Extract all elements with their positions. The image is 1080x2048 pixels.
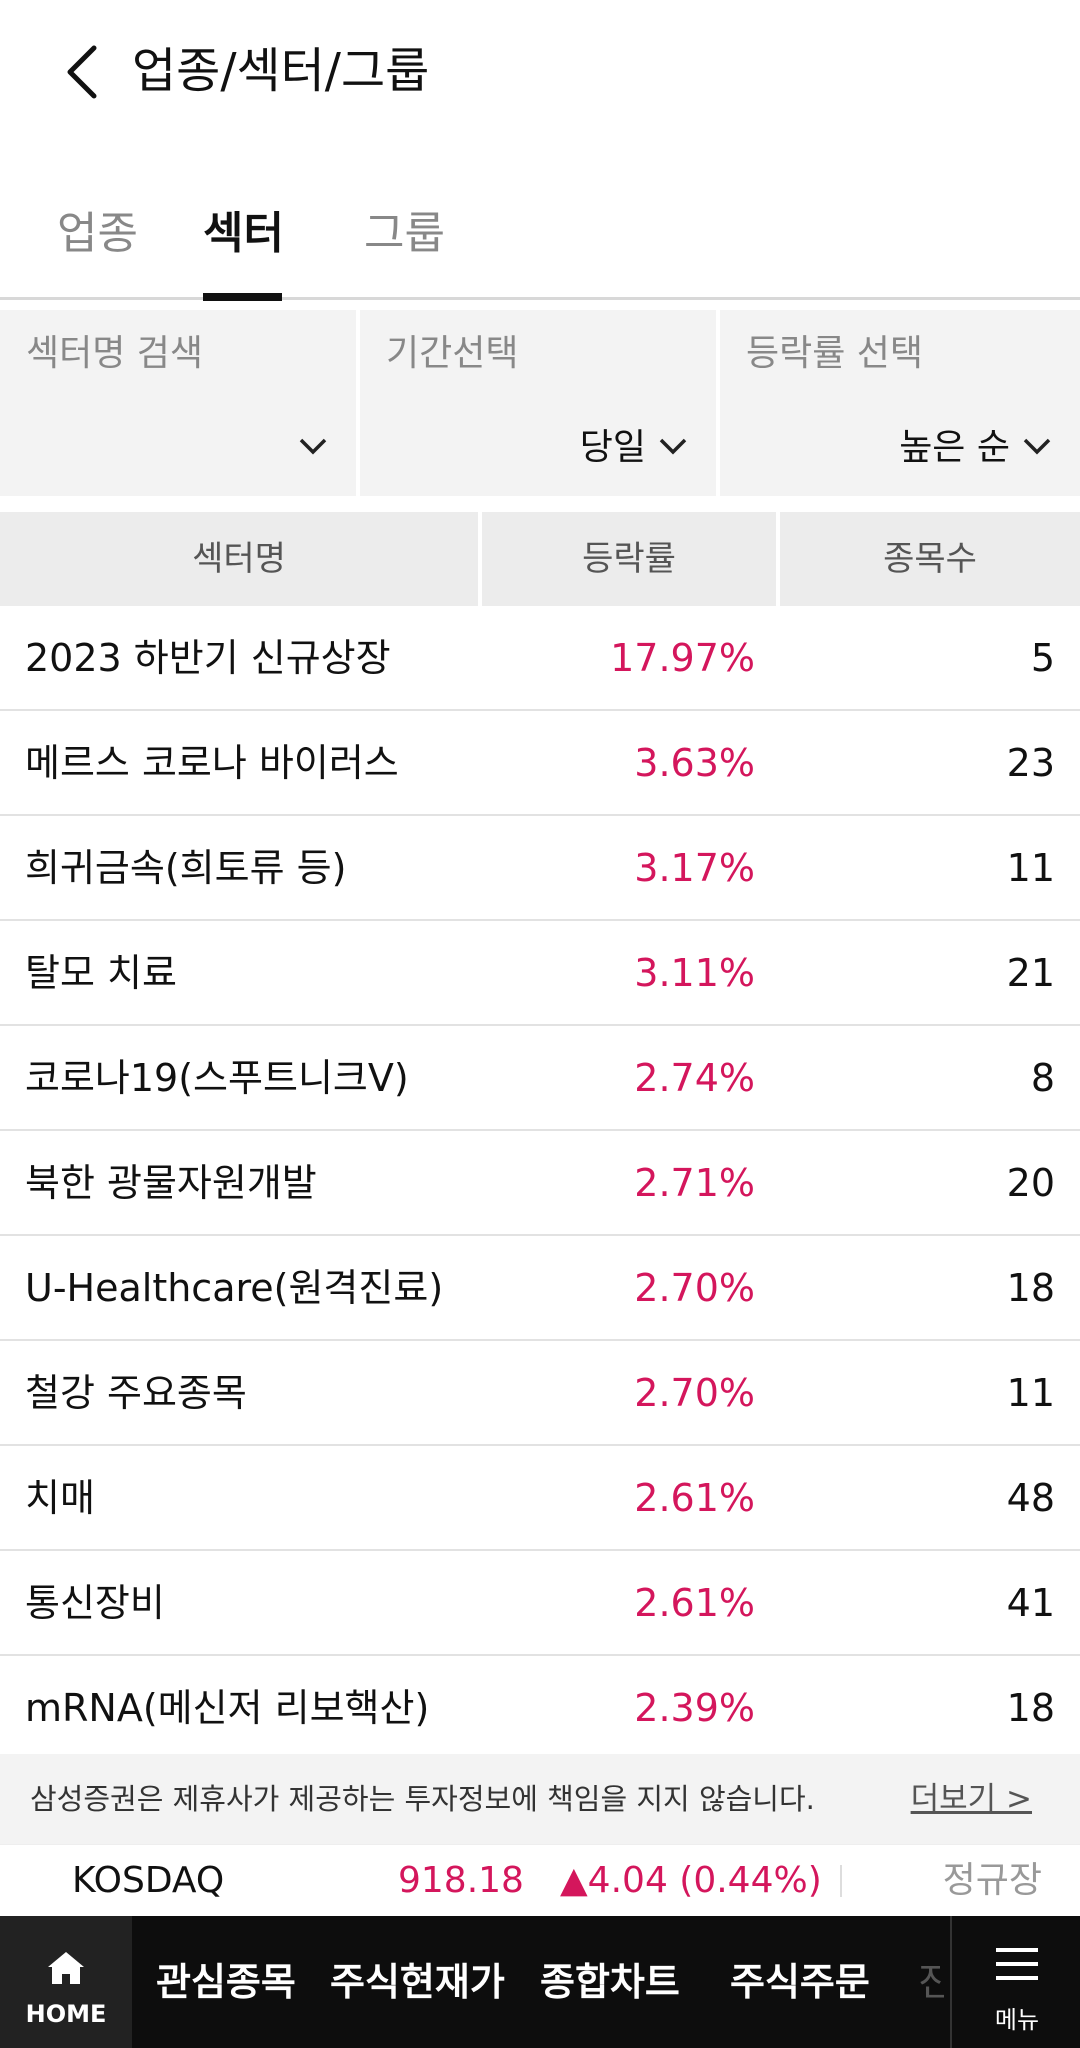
stock-count: 5 [1030, 636, 1055, 680]
rate-sort-label: 등락률 선택 [746, 333, 924, 374]
disclaimer-bar: 삼성증권은 제휴사가 제공하는 투자정보에 책임을 지지 않습니다. 더보기 > [0, 1754, 1080, 1844]
index-value: 918.18 [398, 1860, 524, 1901]
menu-label: 메뉴 [994, 2006, 1040, 2034]
disclaimer-text: 삼성증권은 제휴사가 제공하는 투자정보에 책임을 지지 않습니다. [30, 1782, 815, 1816]
sector-name: 2023 하반기 신규상장 [25, 636, 391, 680]
change-rate: 2.61% [634, 1476, 755, 1520]
header: 업종/섹터/그룹 [0, 0, 1080, 150]
change-rate: 2.61% [634, 1581, 755, 1625]
chevron-down-icon [299, 438, 327, 455]
market-status: 정규장 [942, 1860, 1042, 1901]
change-rate: 2.39% [634, 1686, 755, 1730]
column-header-count: 종목수 [883, 539, 977, 579]
nav-item-partial[interactable]: 진 [918, 1960, 944, 2004]
change-rate: 3.17% [634, 846, 755, 890]
column-header-sector-name: 섹터명 [192, 539, 286, 579]
stock-count: 18 [1006, 1686, 1055, 1730]
change-rate: 2.71% [634, 1161, 755, 1205]
stock-count: 8 [1030, 1056, 1055, 1100]
sector-name: 탈모 치료 [25, 951, 177, 995]
chevron-down-icon [659, 438, 687, 455]
index-name: KOSDAQ [72, 1860, 225, 1901]
stock-count: 11 [1006, 846, 1055, 890]
table-row[interactable]: 북한 광물자원개발 2.71% 20 [0, 1131, 1080, 1236]
tab-industry[interactable]: 업종 [57, 208, 138, 259]
sector-name: 치매 [25, 1476, 95, 1520]
table-row[interactable]: U-Healthcare(원격진료) 2.70% 18 [0, 1236, 1080, 1341]
period-select-value: 당일 [579, 427, 646, 468]
index-ticker[interactable]: KOSDAQ 918.18 ▲4.04 (0.44%) 정규장 [0, 1844, 1080, 1916]
tab-group[interactable]: 그룹 [364, 208, 445, 259]
sector-list: 2023 하반기 신규상장 17.97% 5 메르스 코로나 바이러스 3.63… [0, 606, 1080, 1754]
nav-stock-price[interactable]: 주식현재가 [330, 1960, 505, 2004]
table-row[interactable]: 철강 주요종목 2.70% 11 [0, 1341, 1080, 1446]
filter-divider [716, 310, 720, 496]
sector-name: 메르스 코로나 바이러스 [25, 741, 399, 785]
table-row[interactable]: 코로나19(스푸트니크V) 2.74% 8 [0, 1026, 1080, 1131]
table-row[interactable]: mRNA(메신저 리보핵산) 2.39% 18 [0, 1656, 1080, 1754]
column-header-rate: 등락률 [582, 539, 676, 579]
filter-divider [356, 310, 360, 496]
stock-count: 21 [1006, 951, 1055, 995]
column-divider [776, 512, 780, 606]
stock-count: 18 [1006, 1266, 1055, 1310]
home-button[interactable]: HOME [0, 1916, 132, 2048]
change-rate: 2.74% [634, 1056, 755, 1100]
table-row[interactable]: 탈모 치료 3.11% 21 [0, 921, 1080, 1026]
change-rate: 2.70% [634, 1371, 755, 1415]
period-select-label: 기간선택 [386, 333, 519, 374]
chevron-down-icon [1023, 438, 1051, 455]
sector-name: 희귀금속(희토류 등) [25, 846, 347, 890]
change-rate: 3.11% [634, 951, 755, 995]
stock-count: 23 [1006, 741, 1055, 785]
change-rate: 2.70% [634, 1266, 755, 1310]
menu-button[interactable]: 메뉴 [950, 1916, 1080, 2048]
home-icon [48, 1952, 84, 1984]
sector-name: 통신장비 [25, 1581, 165, 1625]
table-row[interactable]: 메르스 코로나 바이러스 3.63% 23 [0, 711, 1080, 816]
hamburger-menu-icon [996, 1948, 1038, 1980]
filter-bar: 섹터명 검색 기간선택 당일 등락률 선택 높은 순 [0, 310, 1080, 496]
home-label: HOME [25, 2000, 107, 2028]
nav-watchlist[interactable]: 관심종목 [156, 1960, 296, 2004]
ticker-divider [840, 1865, 842, 1897]
table-row[interactable]: 통신장비 2.61% 41 [0, 1551, 1080, 1656]
table-header: 섹터명 등락률 종목수 [0, 512, 1080, 606]
nav-order[interactable]: 주식주문 [730, 1960, 870, 2004]
sector-name: U-Healthcare(원격진료) [25, 1266, 444, 1310]
sector-name: 코로나19(스푸트니크V) [25, 1056, 409, 1100]
change-rate: 17.97% [610, 636, 755, 680]
stock-count: 41 [1006, 1581, 1055, 1625]
column-divider [478, 512, 482, 606]
active-tab-indicator [203, 293, 282, 301]
table-row[interactable]: 희귀금속(희토류 등) 3.17% 11 [0, 816, 1080, 921]
rate-sort-select[interactable]: 등락률 선택 높은 순 [720, 310, 1080, 496]
table-row[interactable]: 2023 하반기 신규상장 17.97% 5 [0, 606, 1080, 711]
table-row[interactable]: 치매 2.61% 48 [0, 1446, 1080, 1551]
stock-count: 48 [1006, 1476, 1055, 1520]
sector-search-filter[interactable]: 섹터명 검색 [0, 310, 356, 496]
sector-search-label: 섹터명 검색 [26, 333, 204, 374]
sector-name: 북한 광물자원개발 [25, 1161, 317, 1205]
page-title: 업종/섹터/그룹 [132, 43, 430, 99]
tab-sector[interactable]: 섹터 [203, 208, 284, 259]
change-rate: 3.63% [634, 741, 755, 785]
stock-count: 20 [1006, 1161, 1055, 1205]
sector-name: mRNA(메신저 리보핵산) [25, 1686, 430, 1730]
more-link[interactable]: 더보기 > [910, 1781, 1032, 1817]
period-select[interactable]: 기간선택 당일 [360, 310, 716, 496]
rate-sort-value: 높은 순 [899, 427, 1010, 468]
index-change: ▲4.04 (0.44%) [560, 1860, 822, 1901]
bottom-navigation: HOME 관심종목 주식현재가 종합차트 주식주문 진 메뉴 [0, 1916, 1080, 2048]
stock-count: 11 [1006, 1371, 1055, 1415]
sector-name: 철강 주요종목 [25, 1371, 247, 1415]
chevron-left-icon[interactable] [64, 44, 104, 100]
tab-bar: 업종 섹터 그룹 [0, 180, 1080, 301]
nav-chart[interactable]: 종합차트 [540, 1960, 680, 2004]
